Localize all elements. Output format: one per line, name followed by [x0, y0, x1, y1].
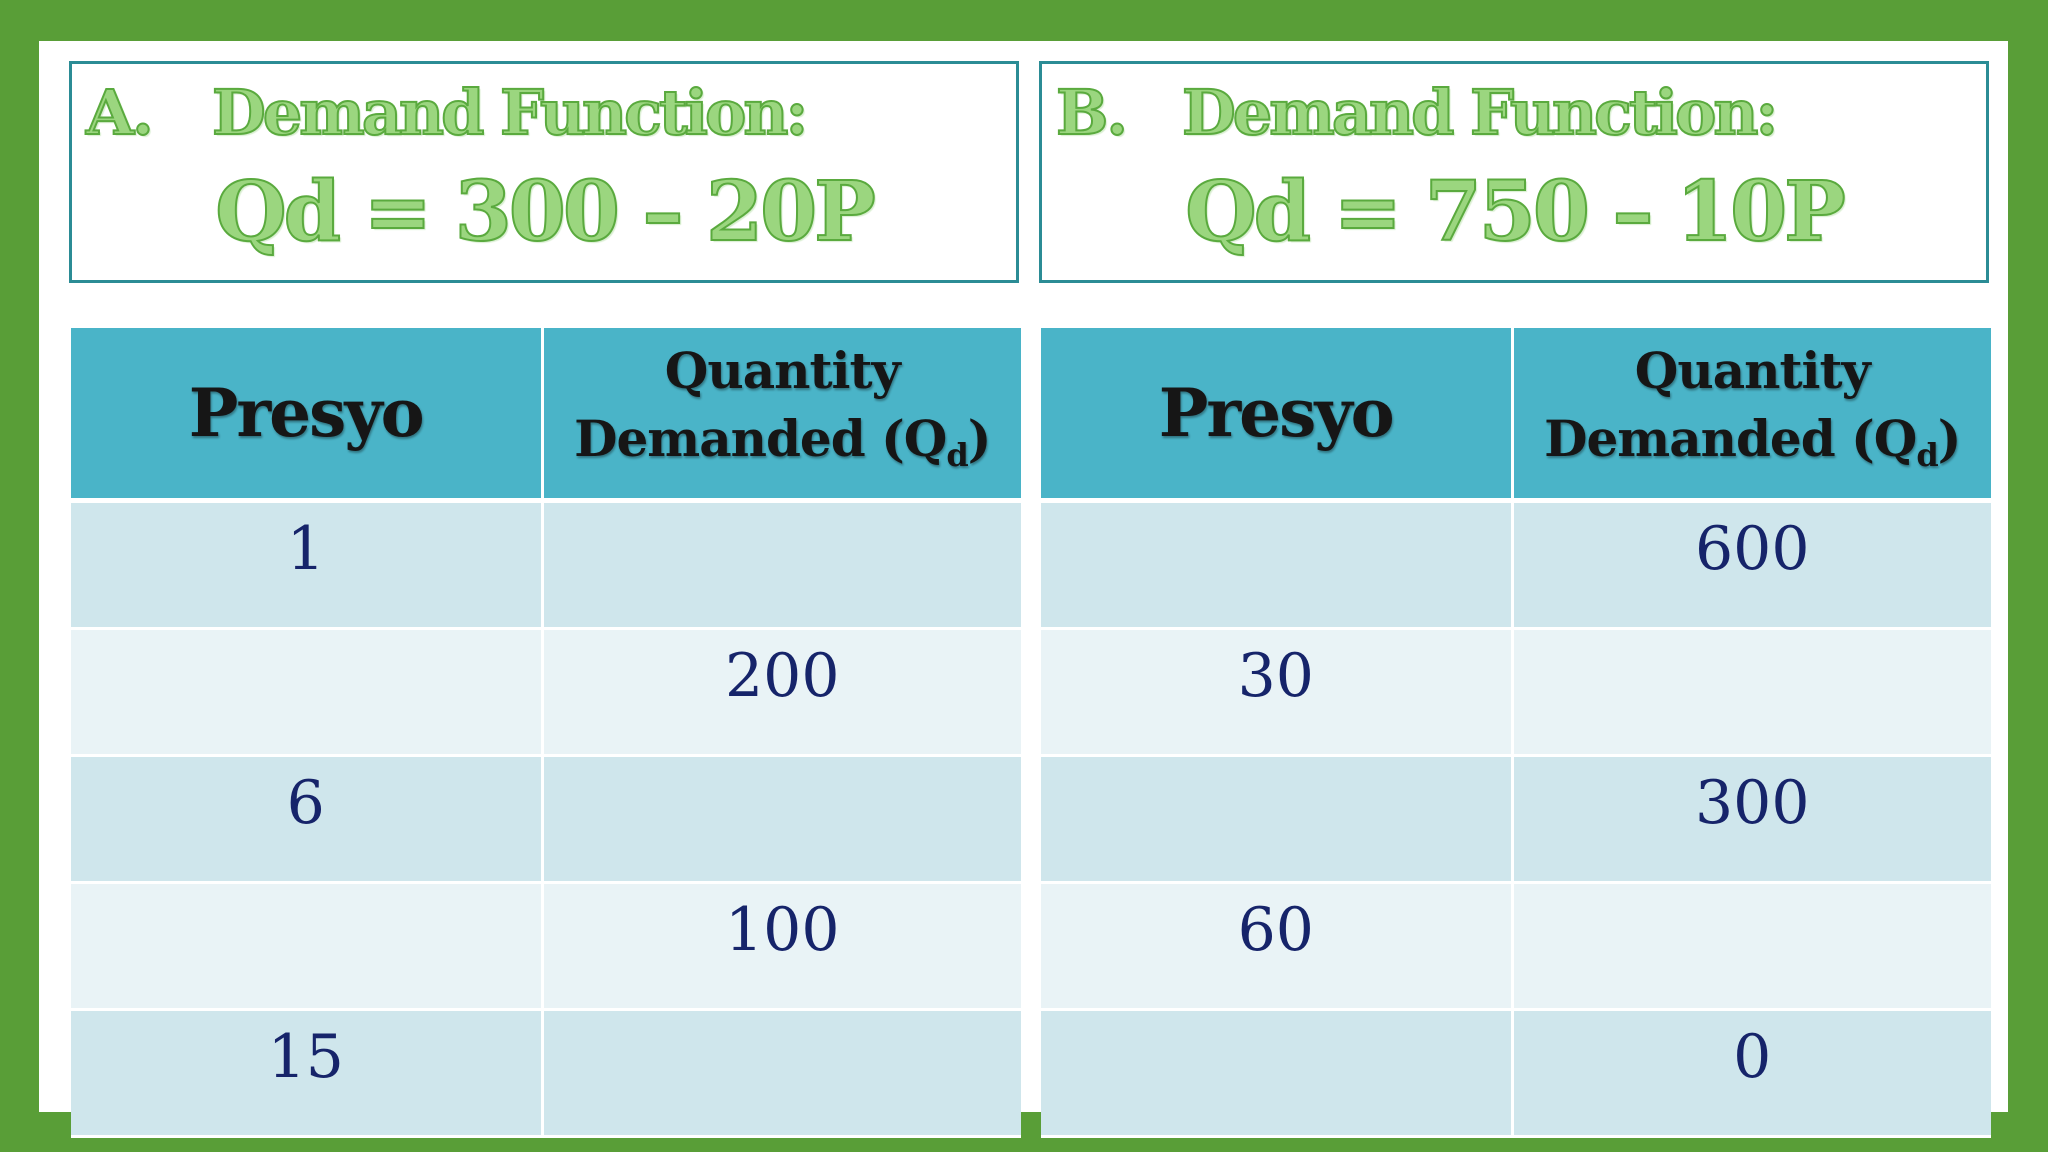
- price-cell: 30: [1041, 628, 1514, 757]
- demand-table-a: Presyo Quantity Demanded (Qd) 1 200 6 100…: [71, 328, 1021, 1138]
- table-header-row: Presyo Quantity Demanded (Qd): [71, 328, 1021, 503]
- quantity-cell: [1512, 882, 1991, 1011]
- table-row: 15: [71, 1009, 1021, 1138]
- quantity-cell: 300: [1512, 755, 1991, 884]
- quantity-cell: 0: [1512, 1009, 1991, 1138]
- quantity-header-line2: Demanded (Q: [1544, 409, 1917, 468]
- panel-b: B. Demand Function: Qd = 750 – 10P Presy…: [1039, 41, 1995, 1138]
- quantity-cell: [542, 1009, 1021, 1138]
- price-cell: [1041, 1009, 1514, 1138]
- quantity-header-label: Quantity Demanded (Qd): [574, 337, 992, 489]
- price-header-label: Presyo: [188, 374, 425, 452]
- quantity-column-header: Quantity Demanded (Qd): [542, 328, 1021, 503]
- quantity-cell: 600: [1512, 500, 1991, 630]
- table-row: 300: [1041, 755, 1991, 884]
- panel-letter: B.: [1055, 75, 1129, 150]
- quantity-cell: 100: [542, 882, 1021, 1011]
- table-row: 200: [71, 628, 1021, 757]
- price-header-label: Presyo: [1158, 374, 1395, 452]
- table-header-row: Presyo Quantity Demanded (Qd): [1041, 328, 1991, 503]
- table-row: 6: [71, 755, 1021, 884]
- price-cell: [71, 882, 544, 1011]
- quantity-header-line1: Quantity: [1634, 341, 1871, 400]
- quantity-header-close: ): [967, 409, 992, 468]
- table-row: 100: [71, 882, 1021, 1011]
- quantity-header-line1: Quantity: [664, 341, 901, 400]
- price-cell: 15: [71, 1009, 544, 1138]
- quantity-header-line2: Demanded (Q: [574, 409, 947, 468]
- demand-table-b: Presyo Quantity Demanded (Qd) 600 30 300 …: [1041, 328, 1991, 1138]
- quantity-column-header: Quantity Demanded (Qd): [1512, 328, 1991, 503]
- price-cell: 60: [1041, 882, 1514, 1011]
- slide: A. Demand Function: Qd = 300 – 20P Presy…: [39, 41, 2008, 1138]
- quantity-cell: [542, 755, 1021, 884]
- demand-function-box-b: B. Demand Function: Qd = 750 – 10P: [1039, 61, 1989, 283]
- quantity-cell: 200: [542, 628, 1021, 757]
- panel-a: A. Demand Function: Qd = 300 – 20P Presy…: [69, 41, 1025, 1138]
- price-column-header: Presyo: [71, 328, 544, 503]
- panel-letter: A.: [85, 75, 155, 150]
- quantity-cell: [542, 500, 1021, 630]
- price-cell: [1041, 755, 1514, 884]
- demand-equation: Qd = 300 – 20P: [214, 163, 877, 261]
- price-cell: [71, 628, 544, 757]
- table-row: 600: [1041, 500, 1991, 630]
- price-column-header: Presyo: [1041, 328, 1514, 503]
- demand-function-heading: Demand Function:: [1181, 75, 1779, 150]
- price-cell: 6: [71, 755, 544, 884]
- price-cell: [1041, 500, 1514, 630]
- table-row: 0: [1041, 1009, 1991, 1138]
- quantity-header-close: ): [1937, 409, 1962, 468]
- quantity-header-subscript: d: [946, 436, 968, 474]
- table-row: 1: [71, 500, 1021, 630]
- table-row: 30: [1041, 628, 1991, 757]
- demand-function-heading: Demand Function:: [211, 75, 809, 150]
- quantity-cell: [1512, 628, 1991, 757]
- demand-function-box-a: A. Demand Function: Qd = 300 – 20P: [69, 61, 1019, 283]
- quantity-header-subscript: d: [1916, 436, 1938, 474]
- table-row: 60: [1041, 882, 1991, 1011]
- quantity-header-label: Quantity Demanded (Qd): [1544, 337, 1962, 489]
- demand-equation: Qd = 750 – 10P: [1184, 163, 1847, 261]
- price-cell: 1: [71, 500, 544, 630]
